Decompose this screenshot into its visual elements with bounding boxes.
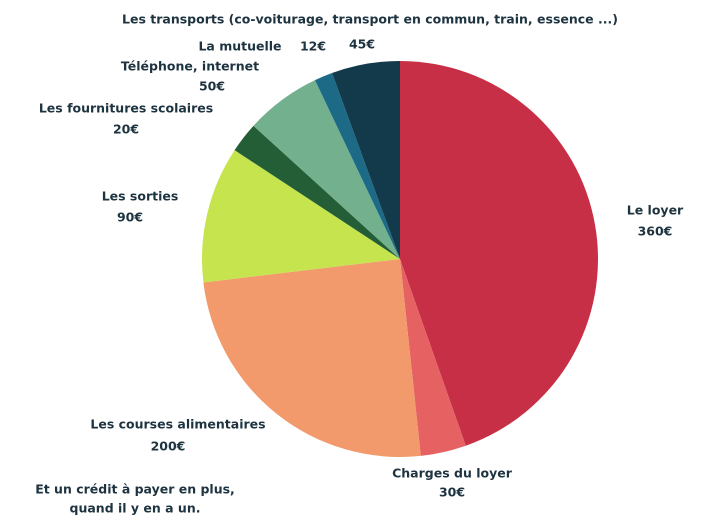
slice-label: Les courses alimentaires (90, 417, 265, 432)
annotation: Et un crédit à payer en plus, (35, 482, 235, 497)
value-label: 90€ (117, 210, 143, 225)
slice-label: Les transports (co-voiturage, transport … (122, 12, 618, 27)
pie-slice (202, 150, 400, 283)
pie-slice (253, 80, 400, 259)
slice-label: La mutuelle (198, 39, 281, 54)
slice-label: Le loyer (627, 203, 684, 218)
pie-slice (234, 125, 400, 260)
value-label: 12€ (300, 39, 326, 54)
annotation: quand il y en a un. (70, 501, 201, 516)
pie-slice (332, 61, 400, 259)
value-label: 30€ (439, 485, 465, 500)
value-label: 20€ (113, 122, 139, 137)
pie-slice (203, 259, 421, 457)
slice-label: Les fournitures scolaires (39, 101, 213, 116)
slice-label: Charges du loyer (392, 466, 513, 481)
pie-slice (400, 61, 598, 446)
value-label: 50€ (199, 79, 225, 94)
slice-label: Téléphone, internet (121, 59, 259, 74)
pie-slice (400, 259, 466, 456)
value-label: 360€ (638, 224, 673, 239)
value-label: 200€ (151, 439, 186, 454)
slice-label: Les sorties (102, 189, 179, 204)
value-label: 45€ (349, 37, 375, 52)
pie-slice (314, 73, 400, 259)
